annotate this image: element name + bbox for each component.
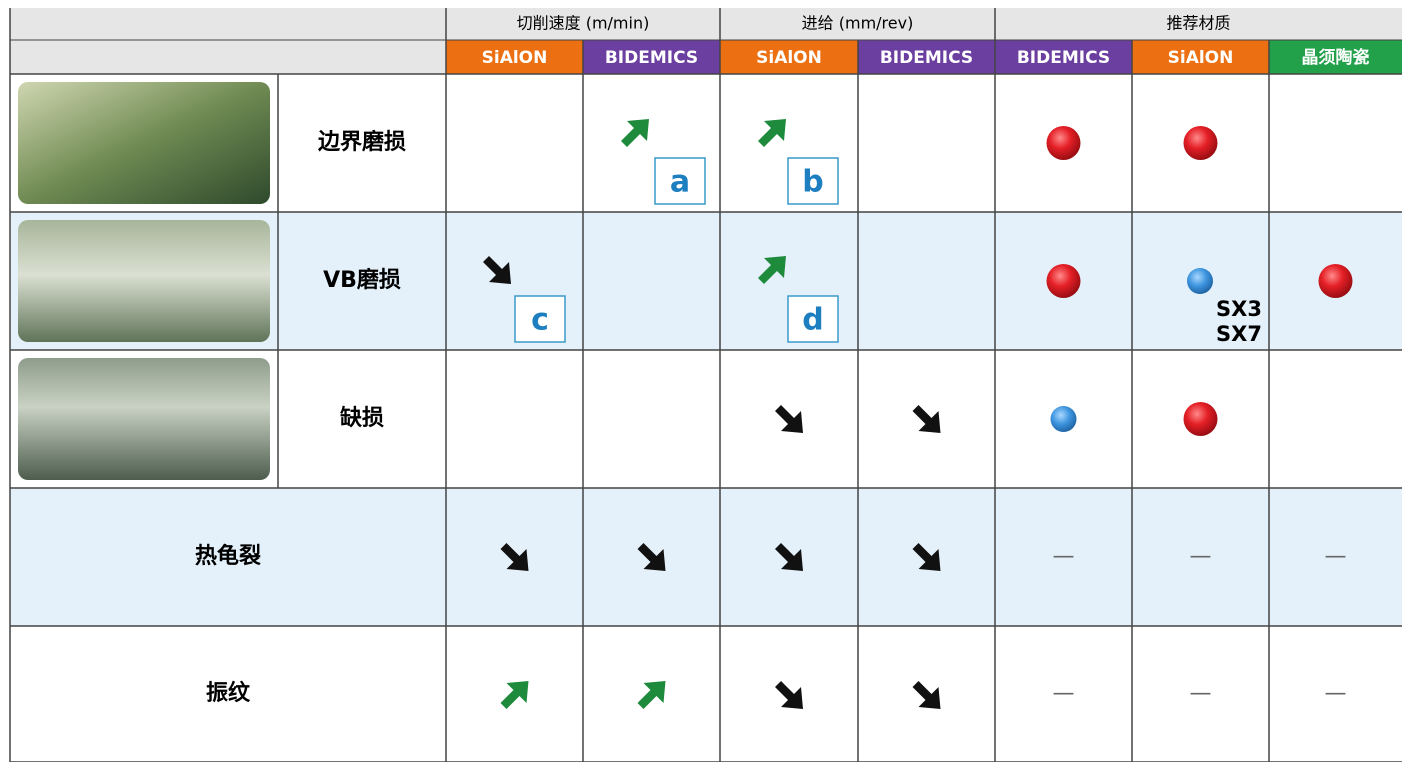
wear-photo	[18, 220, 270, 342]
grade-label: SX3	[1216, 297, 1262, 321]
arrow-down	[912, 681, 941, 709]
dash: —	[1053, 681, 1075, 706]
blue-dot	[1050, 406, 1077, 432]
arrow-up	[621, 119, 649, 147]
red-dot	[1183, 402, 1218, 436]
column-header-bg	[1132, 40, 1269, 74]
row-label: 振纹	[206, 680, 251, 706]
column-header: BIDEMICS	[1017, 48, 1110, 68]
arrow-down	[912, 543, 941, 571]
arrow-down	[500, 543, 529, 571]
column-header: SiAlON	[756, 48, 822, 68]
tag-letter: d	[802, 303, 823, 338]
grade-label: SX7	[1216, 322, 1262, 346]
dash: —	[1053, 544, 1075, 569]
tag-box	[787, 157, 839, 205]
arrow-down	[775, 681, 803, 709]
row-label: 缺损	[340, 405, 384, 431]
row-label: VB磨损	[323, 268, 401, 293]
arrow-up	[637, 681, 666, 709]
column-header-bg	[1269, 40, 1402, 74]
row-label: 边界磨损	[317, 130, 406, 155]
dash: —	[1325, 544, 1347, 569]
column-header-bg	[720, 40, 858, 74]
tag-letter: c	[531, 303, 549, 338]
arrow-down	[912, 405, 941, 433]
column-header: SiAlON	[1168, 48, 1234, 68]
wear-photo	[18, 82, 270, 204]
dash: —	[1325, 681, 1347, 706]
column-header: 晶须陶瓷	[1302, 47, 1370, 68]
row-bg	[10, 488, 1402, 626]
dash: —	[1190, 544, 1212, 569]
arrow-down	[483, 256, 511, 284]
group-header: 推荐材质	[1166, 14, 1230, 33]
wear-photo	[18, 358, 270, 480]
tag-letter: b	[802, 165, 823, 200]
tag-box	[787, 295, 839, 343]
group-header: 进给 (mm/rev)	[802, 14, 914, 33]
tag-box	[514, 295, 566, 343]
blue-dot	[1187, 268, 1213, 294]
column-header-bg	[995, 40, 1132, 74]
column-header-bg	[858, 40, 995, 74]
arrow-up	[500, 681, 529, 709]
arrow-down	[775, 405, 803, 433]
red-dot	[1318, 264, 1353, 298]
tag-box	[654, 157, 706, 205]
column-header-bg	[446, 40, 583, 74]
red-dot	[1046, 264, 1081, 298]
column-header: BIDEMICS	[880, 48, 973, 68]
dash: —	[1190, 681, 1212, 706]
group-header: 切削速度 (m/min)	[517, 14, 650, 33]
column-header: SiAlON	[482, 48, 548, 68]
row-label: 热龟裂	[195, 543, 261, 569]
tag-letter: a	[670, 165, 690, 200]
arrow-up	[758, 119, 786, 147]
column-header: BIDEMICS	[605, 48, 698, 68]
arrow-down	[637, 543, 666, 571]
arrow-up	[758, 256, 786, 284]
column-header-bg	[583, 40, 720, 74]
arrow-down	[775, 543, 803, 571]
red-dot	[1046, 126, 1081, 160]
red-dot	[1183, 126, 1218, 160]
